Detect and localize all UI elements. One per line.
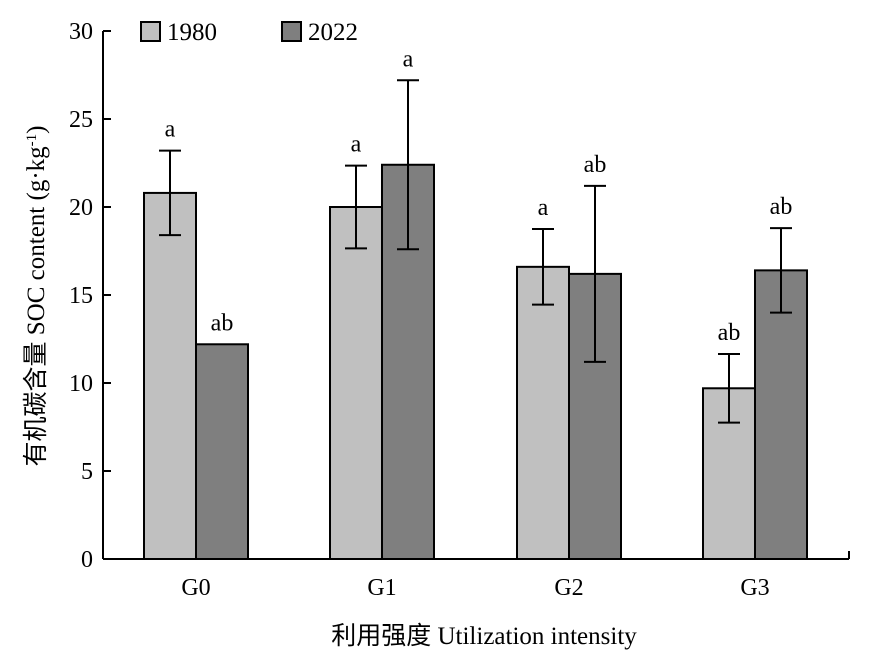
x-tick-label: G3 — [740, 575, 769, 601]
significance-label: ab — [211, 310, 234, 336]
bar-1980-G1 — [329, 206, 383, 560]
significance-label: a — [351, 132, 362, 158]
significance-label: ab — [718, 320, 741, 346]
significance-label: a — [165, 117, 176, 143]
bar-1980-G2 — [516, 265, 570, 560]
x-axis-title: 利用强度 Utilization intensity — [331, 622, 637, 650]
bar-1980-G0 — [143, 191, 197, 560]
y-tick-label: 0 — [81, 547, 93, 573]
y-tick-label: 10 — [69, 371, 93, 397]
legend-swatch-1980 — [140, 21, 161, 42]
y-axis-title-superscript: -1 — [24, 134, 40, 147]
y-tick-label: 30 — [69, 19, 93, 45]
bars — [143, 163, 808, 560]
significance-label: a — [538, 195, 549, 221]
error-bars — [159, 79, 792, 424]
y-tick-label: 5 — [81, 459, 93, 485]
legend: 1980 2022 — [140, 19, 358, 46]
y-tick-label: 20 — [69, 195, 93, 221]
x-tick-label: G0 — [181, 575, 210, 601]
y-axis-title-main: 有机碳含量 SOC content (g·kg — [22, 146, 50, 467]
y-axis-title: 有机碳含量 SOC content (g·kg-1) — [22, 126, 50, 467]
significance-labels: a a a ab ab a ab ab — [165, 46, 793, 346]
bar-2022-G3 — [754, 269, 808, 560]
bar-2022-G0 — [195, 343, 249, 560]
legend-label-1980: 1980 — [167, 19, 217, 46]
x-tick-label: G1 — [367, 575, 396, 601]
significance-label: a — [403, 46, 414, 72]
x-tick-label: G2 — [554, 575, 583, 601]
y-axis-title-end: ) — [23, 126, 50, 134]
y-tick-label: 25 — [69, 107, 93, 133]
significance-label: ab — [584, 152, 607, 178]
significance-label: ab — [770, 194, 793, 220]
legend-label-2022: 2022 — [308, 19, 358, 46]
y-tick-label: 15 — [69, 283, 93, 309]
legend-swatch-2022 — [281, 21, 302, 42]
